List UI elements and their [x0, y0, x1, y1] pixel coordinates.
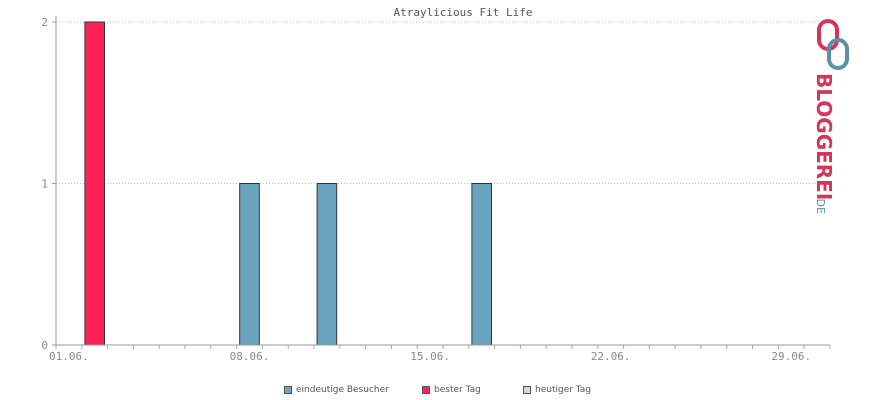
legend-item-today: heutiger Tag	[523, 385, 591, 395]
chart-title: Atraylicious Fit Life	[393, 6, 532, 19]
x-tick-label: 15.06.	[410, 350, 450, 363]
logo-suffix: .DE	[814, 195, 827, 214]
y-tick-label: 0	[41, 339, 48, 352]
legend-label: eindeutige Besucher	[296, 385, 389, 395]
y-tick-labels: 0 1 2	[41, 16, 48, 352]
chart-legend: eindeutige Besucher bester Tag heutiger …	[0, 385, 870, 399]
bar-unique-visitors	[316, 183, 338, 346]
logo-mark-blue	[827, 38, 849, 70]
y-tick-label: 2	[41, 16, 48, 29]
x-tick-label: 08.06.	[230, 350, 270, 363]
x-tick-label: 29.06.	[771, 350, 811, 363]
bars	[84, 21, 493, 346]
bar-unique-visitors	[239, 183, 260, 346]
legend-label: heutiger Tag	[535, 385, 592, 395]
x-tick-labels: 01.06. 08.06. 15.06. 22.06. 29.06.	[49, 350, 811, 363]
bloggerei-logo: BLOGGEREI .DE	[805, 18, 855, 218]
x-tick-label: 01.06.	[49, 350, 89, 363]
legend-swatch	[284, 386, 292, 394]
y-tick-label: 1	[41, 178, 48, 191]
axes	[52, 16, 831, 349]
x-tick-label: 22.06.	[591, 350, 631, 363]
legend-label: bester Tag	[434, 385, 481, 395]
bar-best-day	[84, 21, 106, 346]
bar-unique-visitors	[471, 183, 493, 346]
grid-lines	[56, 21, 830, 184]
logo-text: BLOGGEREI	[812, 73, 836, 200]
legend-item-unique-visitors: eindeutige Besucher	[284, 385, 389, 395]
legend-swatch	[422, 386, 430, 394]
legend-item-best-day: bester Tag	[422, 385, 481, 395]
legend-swatch	[523, 386, 531, 394]
